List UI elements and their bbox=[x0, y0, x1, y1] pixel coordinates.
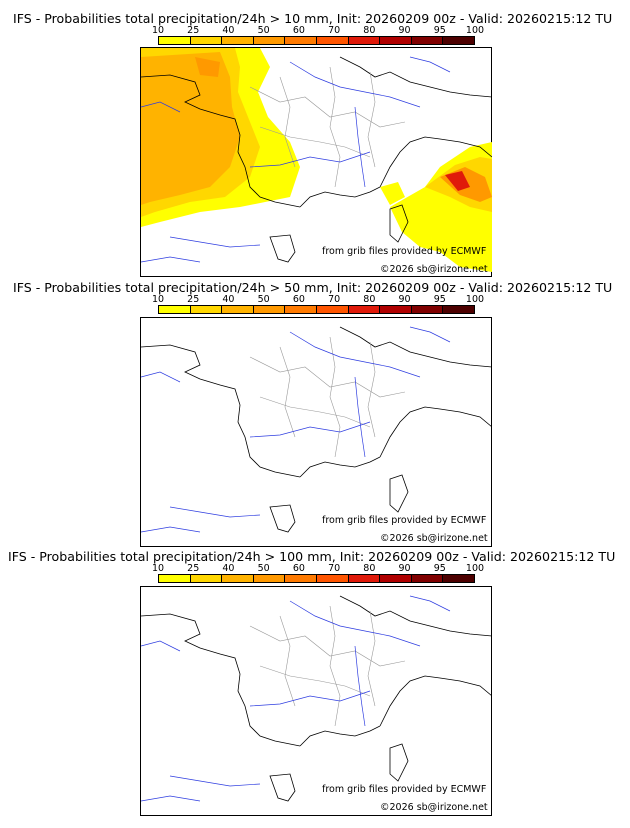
legend-tick-label: 25 bbox=[187, 294, 200, 305]
panel-title: IFS - Probabilities total precipitation/… bbox=[0, 0, 630, 26]
legend-color-swatch bbox=[380, 37, 412, 44]
legend-tick-label: 90 bbox=[398, 294, 411, 305]
legend-tick-label: 95 bbox=[433, 25, 446, 36]
rivers bbox=[140, 595, 451, 802]
legend-color-swatch bbox=[316, 306, 349, 313]
map-frame bbox=[140, 317, 492, 547]
legend-tick-label: 40 bbox=[222, 25, 235, 36]
legend-tick-label: 100 bbox=[465, 294, 485, 305]
panel-title: IFS - Probabilities total precipitation/… bbox=[0, 538, 630, 564]
legend-tick-label: 100 bbox=[465, 25, 485, 36]
credit-copyright: ©2026 sb@irizone.net bbox=[380, 264, 488, 275]
color-legend bbox=[158, 574, 475, 583]
legend-color-swatch bbox=[380, 575, 412, 582]
probability-shading bbox=[141, 48, 492, 272]
regional-borders bbox=[249, 605, 406, 727]
credit-source: from grib files provided by ECMWF bbox=[322, 784, 487, 795]
legend-tick-label: 50 bbox=[257, 25, 270, 36]
legend-color-swatch bbox=[443, 306, 474, 313]
legend-color-swatch bbox=[380, 306, 412, 313]
panel-title: IFS - Probabilities total precipitation/… bbox=[0, 269, 630, 295]
panel-title-text: IFS - Probabilities total precipitation/… bbox=[13, 11, 613, 26]
map-panel-100mm: IFS - Probabilities total precipitation/… bbox=[0, 538, 630, 816]
map-panel-50mm: IFS - Probabilities total precipitation/… bbox=[0, 269, 630, 547]
regional-borders bbox=[249, 336, 406, 458]
panel-title-text: IFS - Probabilities total precipitation/… bbox=[13, 280, 613, 295]
legend-color-swatch bbox=[190, 37, 223, 44]
regional-borders bbox=[249, 66, 406, 188]
legend-color-swatch bbox=[316, 37, 349, 44]
legend-tick-label: 10 bbox=[151, 563, 165, 574]
legend-tick-label: 70 bbox=[328, 563, 341, 574]
legend-labels: 10 25 40 50 60 70 80 90 95 100 bbox=[150, 563, 490, 575]
legend-tick-label: 100 bbox=[465, 563, 485, 574]
legend-color-swatch bbox=[411, 575, 444, 582]
credit-copyright: ©2026 sb@irizone.net bbox=[380, 802, 488, 813]
coastlines bbox=[140, 56, 492, 263]
legend-labels: 10 25 40 50 60 70 80 90 95 100 bbox=[150, 25, 490, 37]
legend-tick-label: 60 bbox=[292, 563, 305, 574]
legend-tick-label: 50 bbox=[257, 563, 270, 574]
legend-tick-label: 90 bbox=[398, 563, 411, 574]
legend-tick-label: 70 bbox=[328, 294, 341, 305]
legend-color-swatch bbox=[253, 37, 286, 44]
credit-source: from grib files provided by ECMWF bbox=[322, 246, 487, 257]
legend-tick-label: 70 bbox=[328, 25, 341, 36]
legend-color-swatch bbox=[190, 575, 223, 582]
legend-tick-label: 80 bbox=[363, 25, 376, 36]
legend-tick-label: 80 bbox=[363, 563, 376, 574]
legend-color-swatch bbox=[348, 37, 381, 44]
legend-tick-label: 25 bbox=[187, 25, 200, 36]
color-legend bbox=[158, 36, 475, 45]
color-legend bbox=[158, 305, 475, 314]
map-svg bbox=[140, 317, 492, 547]
legend-tick-label: 60 bbox=[292, 25, 305, 36]
legend-tick-label: 95 bbox=[433, 563, 446, 574]
legend-color-swatch bbox=[190, 306, 223, 313]
precipitation-map bbox=[140, 586, 492, 816]
coastlines bbox=[140, 326, 492, 533]
legend-color-swatch bbox=[222, 306, 254, 313]
legend-color-swatch bbox=[348, 575, 381, 582]
legend-color-swatch bbox=[316, 575, 349, 582]
legend-tick-label: 10 bbox=[151, 294, 165, 305]
map-frame bbox=[140, 586, 492, 816]
legend-labels: 10 25 40 50 60 70 80 90 95 100 bbox=[150, 294, 490, 306]
legend-color-swatch bbox=[443, 575, 474, 582]
map-svg bbox=[140, 586, 492, 816]
legend-tick-label: 10 bbox=[151, 25, 165, 36]
legend-color-swatch bbox=[253, 575, 286, 582]
legend-color-swatch bbox=[222, 575, 254, 582]
legend-tick-label: 40 bbox=[222, 294, 235, 305]
legend-color-swatch bbox=[159, 37, 191, 44]
legend-color-swatch bbox=[411, 37, 444, 44]
coastlines bbox=[140, 595, 492, 802]
map-panel-10mm: IFS - Probabilities total precipitation/… bbox=[0, 0, 630, 277]
map-svg bbox=[140, 47, 492, 277]
credit-copyright: ©2026 sb@irizone.net bbox=[380, 533, 488, 544]
legend-tick-label: 80 bbox=[363, 294, 376, 305]
legend-color-swatch bbox=[222, 37, 254, 44]
legend-tick-label: 95 bbox=[433, 294, 446, 305]
rivers bbox=[140, 56, 451, 263]
legend-color-swatch bbox=[285, 306, 317, 313]
legend-color-swatch bbox=[443, 37, 474, 44]
legend-color-swatch bbox=[159, 575, 191, 582]
legend-color-swatch bbox=[159, 306, 191, 313]
rivers bbox=[140, 326, 451, 533]
legend-tick-label: 90 bbox=[398, 25, 411, 36]
legend-tick-label: 60 bbox=[292, 294, 305, 305]
legend-color-swatch bbox=[253, 306, 286, 313]
precipitation-map bbox=[140, 317, 492, 547]
panel-title-text: IFS - Probabilities total precipitation/… bbox=[8, 549, 616, 564]
precipitation-map bbox=[140, 47, 492, 277]
legend-tick-label: 25 bbox=[187, 563, 200, 574]
credit-source: from grib files provided by ECMWF bbox=[322, 515, 487, 526]
legend-color-swatch bbox=[285, 37, 317, 44]
legend-color-swatch bbox=[348, 306, 381, 313]
legend-tick-label: 50 bbox=[257, 294, 270, 305]
legend-tick-label: 40 bbox=[222, 563, 235, 574]
legend-color-swatch bbox=[411, 306, 444, 313]
legend-color-swatch bbox=[285, 575, 317, 582]
